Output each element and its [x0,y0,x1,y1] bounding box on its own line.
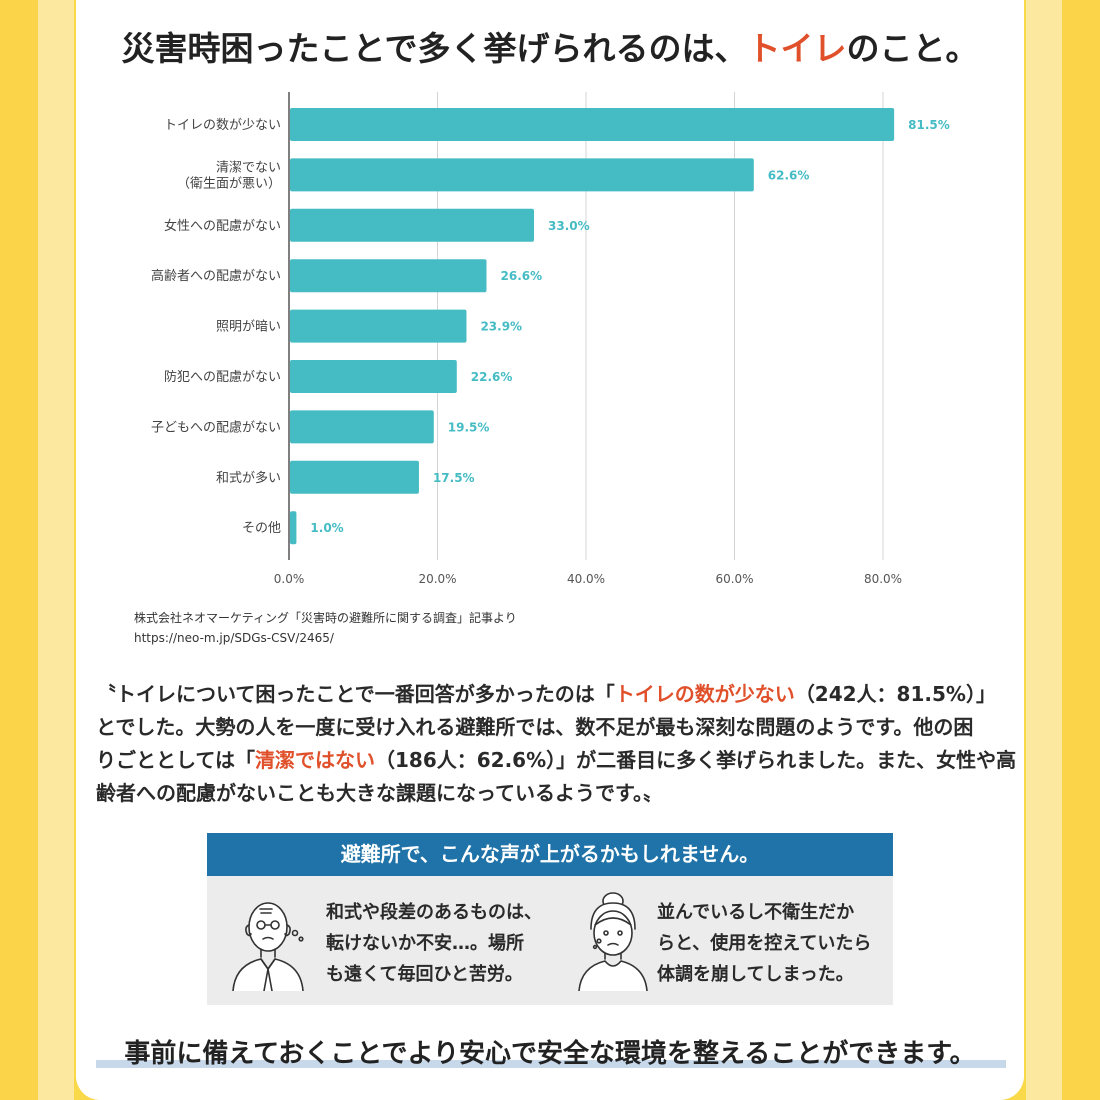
bar [290,108,895,141]
x-tick-label: 40.0% [567,572,605,586]
voices-header: 避難所で、こんな声が上がるかもしれません。 [207,833,893,876]
bar [290,309,467,343]
body-p1-b: （242人：81.5%）」 [794,682,996,706]
data-label: 1.0% [310,521,343,535]
body-p3-a: りごととしては「 [96,748,255,772]
category-label: 女性への配慮がない [164,218,281,234]
voices-panel: 避難所で、こんな声が上がるかもしれません。 和式や段差のあるものは、 転けないか… [207,833,893,1005]
source-line-1: 株式会社ネオマーケティング「災害時の避難所に関する調査」記事より [134,611,517,625]
voice-right-line-2: らと、使用を控えていたら [657,933,872,954]
category-label: 和式が多い [216,470,281,486]
bar-chart: 0.0% 20.0% 40.0% 60.0% 80.0% 81.5% トイレの数が少ない 62… [151,92,950,586]
body-p3-highlight: 清潔ではない [255,748,375,772]
page-title: 災害時困ったことで多く挙げられるのは、トイレのこと。 [0,22,1100,70]
category-label: 照明が暗い [216,320,281,335]
elderly-man-icon [232,902,304,991]
title-suffix: のこと。 [846,29,979,68]
data-label: 19.5% [448,420,490,434]
data-label: 33.0% [548,219,590,233]
data-label: 62.6% [768,168,810,182]
data-label: 23.9% [480,320,522,334]
x-tick-label: 60.0% [715,572,753,586]
body-p1-highlight: トイレの数が少ない [614,682,795,706]
category-label: 防犯への配慮がない [164,369,281,385]
body-p2: とでした。大勢の人を一度に受け入れる避難所では、数不足が最も深刻な問題のようです… [96,715,974,739]
voice-right: 並んでいるし不衛生だか らと、使用を控えていたら 体調を崩してしまった。 [657,897,871,990]
voice-left-line-3: も遠くて毎回ひと苦労。 [326,964,523,985]
conclusion-text: 事前に備えておくことでより安心で安全な環境を整えることができます。 [124,1039,976,1069]
voice-left-line-1: 和式や段差のあるものは、 [326,902,542,923]
description-text: 〝トイレについて困ったことで一番回答が多かったのは「トイレの数が少ない（242人… [96,678,1016,810]
bar [290,259,487,293]
voice-left: 和式や段差のあるものは、 転けないか不安…。場所 も遠くて毎回ひと苦労。 [326,897,542,990]
voice-left-line-2: 転けないか不安…。場所 [326,933,524,954]
x-tick-label: 0.0% [274,572,305,586]
title-prefix: 災害時困ったことで多く挙げられるのは、 [121,29,748,68]
data-label: 81.5% [908,118,950,132]
x-tick-label: 80.0% [864,572,902,586]
category-label: トイレの数が少ない [164,118,281,133]
bar [290,360,457,393]
data-label: 26.6% [501,269,543,283]
category-label: 子どもへの配慮がない [151,420,281,435]
source-url: https://neo-m.jp/SDGs-CSV/2465/ [134,631,334,645]
elderly-woman-icon [578,892,648,991]
data-label: 22.6% [471,370,513,384]
category-label: 高齢者への配慮がない [151,268,281,284]
source-note: 株式会社ネオマーケティング「災害時の避難所に関する調査」記事より https:/… [134,608,517,648]
title-accent: トイレ [747,29,847,68]
bar [290,158,754,192]
voice-right-line-1: 並んでいるし不衛生だか [657,902,855,923]
category-label: その他 [242,521,281,536]
body-p1-a: 〝トイレについて困ったことで一番回答が多かったのは「 [96,682,615,706]
bar [290,511,297,545]
body-p4: 齢者への配慮がないことも大きな課題になっているようです。〟 [96,781,663,805]
bar [290,208,535,242]
body-p3-b: （186人：62.6%）」が二番目に多く挙げられました。また、女性や高 [375,748,1017,772]
x-tick-label: 20.0% [418,572,456,586]
bar [290,460,419,494]
data-label: 17.5% [433,471,475,485]
category-label: （衛生面が悪い） [177,176,281,191]
conclusion-underline [96,1060,1006,1068]
voice-right-line-3: 体調を崩してしまった。 [657,964,854,985]
bar [290,410,434,444]
category-label: 清潔でない [216,160,281,175]
